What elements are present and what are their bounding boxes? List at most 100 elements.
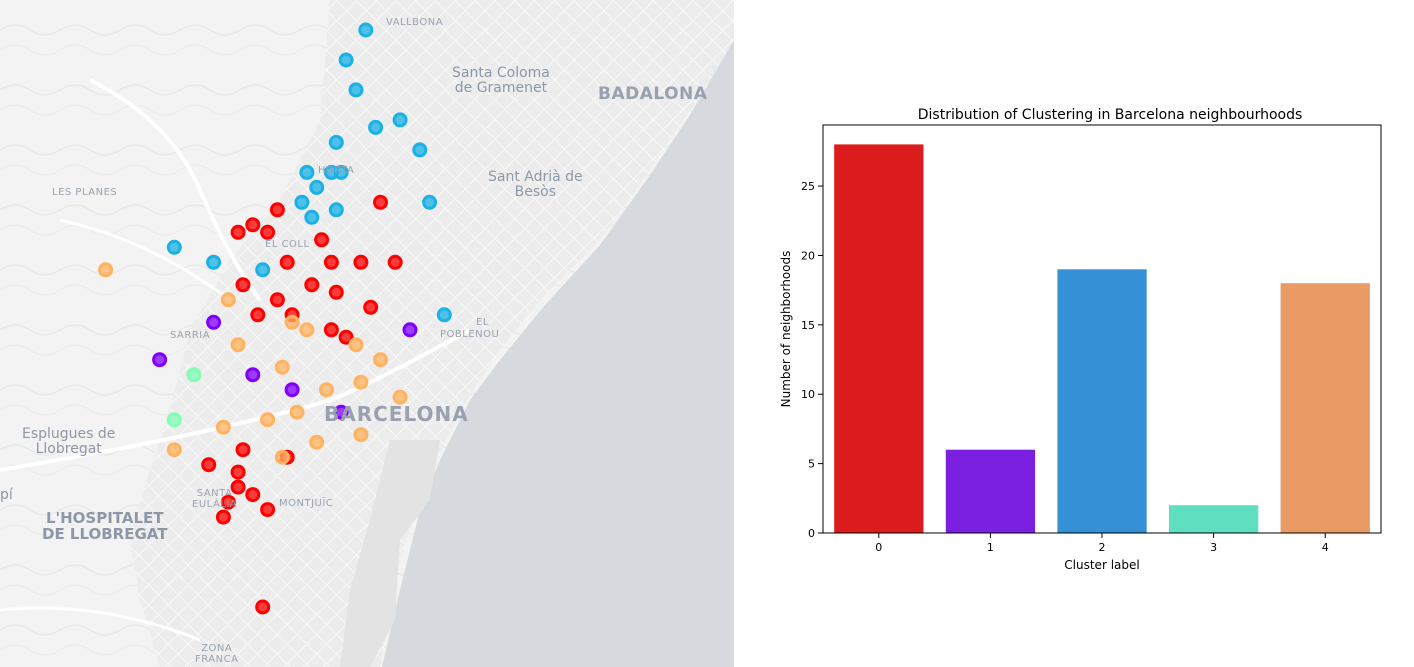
y-tick-label: 10 [801,388,815,401]
map-marker-cluster-4[interactable] [392,389,408,405]
map-marker-cluster-4[interactable] [215,419,231,435]
map-label-el-coll: EL COLL [265,239,310,250]
map-marker-cluster-2[interactable] [166,239,182,255]
map-marker-cluster-0[interactable] [260,502,276,518]
map-marker-cluster-4[interactable] [220,292,236,308]
map-marker-cluster-4[interactable] [274,449,290,465]
x-tick-label: 0 [875,541,882,554]
map-marker-cluster-4[interactable] [373,352,388,368]
map-marker-cluster-1[interactable] [333,404,349,420]
map-marker-cluster-0[interactable] [304,277,320,293]
map-marker-cluster-3[interactable] [166,412,182,428]
map-marker-cluster-0[interactable] [235,442,251,458]
map-marker-cluster-4[interactable] [348,337,364,353]
map-marker-cluster-2[interactable] [422,194,438,210]
map-marker-cluster-2[interactable] [206,254,222,270]
map-marker-cluster-4[interactable] [353,427,369,443]
x-tick-label: 1 [987,541,994,554]
map-marker-cluster-0[interactable] [245,487,261,503]
map-marker-cluster-0[interactable] [323,322,339,338]
map-marker-cluster-0[interactable] [314,232,330,248]
urban-area [130,0,734,667]
map-marker-cluster-4[interactable] [353,374,369,390]
map-marker-cluster-0[interactable] [363,299,379,315]
map-marker-cluster-0[interactable] [220,494,236,510]
map-label-montjuic: MONTJUÏC [279,498,334,509]
map-label-les-planes: LES PLANES [52,187,118,198]
map-label-sant-adria: Sant Adrià de Besòs [488,169,583,200]
map-marker-cluster-0[interactable] [373,194,388,210]
map-marker-cluster-0[interactable] [323,254,339,270]
map-marker-cluster-2[interactable] [304,209,320,225]
map-marker-cluster-4[interactable] [309,434,325,450]
map-marker-cluster-2[interactable] [392,112,408,128]
map-marker-cluster-0[interactable] [260,224,276,240]
map-marker-cluster-2[interactable] [368,119,384,135]
map-marker-cluster-4[interactable] [319,382,334,398]
bar-cluster-2 [1057,269,1147,533]
map-marker-cluster-4[interactable] [289,404,305,420]
map-marker-cluster-0[interactable] [269,202,285,218]
sea-area [382,40,734,667]
map-marker-cluster-0[interactable] [279,254,295,270]
map-marker-cluster-4[interactable] [260,412,276,428]
map-marker-cluster-2[interactable] [358,22,374,38]
map-marker-cluster-0[interactable] [338,329,354,345]
map-marker-cluster-0[interactable] [387,254,403,270]
cluster-map[interactable]: VALLBONA Santa Coloma de Gramenet BADALO… [0,0,734,667]
map-marker-cluster-4[interactable] [166,442,182,458]
map-marker-cluster-0[interactable] [215,509,231,525]
map-marker-cluster-3[interactable] [186,367,202,383]
map-marker-cluster-4[interactable] [284,314,300,330]
map-marker-cluster-0[interactable] [255,599,271,615]
map-label-poblenou: POBLENOU [440,329,500,340]
bar-cluster-1 [945,449,1036,533]
map-marker-cluster-1[interactable] [245,367,261,383]
map-basemap [0,0,734,667]
map-marker-cluster-0[interactable] [250,307,266,323]
map-marker-cluster-1[interactable] [206,314,222,330]
map-marker-cluster-0[interactable] [353,254,369,270]
map-marker-cluster-0[interactable] [235,277,251,293]
map-label-zona-franca: ZONA FRANCA [195,643,239,665]
map-marker-cluster-0[interactable] [230,224,246,240]
map-marker-cluster-2[interactable] [328,134,344,150]
map-marker-cluster-0[interactable] [328,284,344,300]
map-marker-cluster-2[interactable] [412,142,428,158]
map-marker-cluster-0[interactable] [230,464,246,480]
map-marker-cluster-0[interactable] [201,457,217,473]
y-tick-label: 25 [801,180,815,193]
map-label-horta: HORTA [318,165,355,176]
map-marker-cluster-2[interactable] [333,164,349,180]
map-label-el: EL [476,317,489,328]
map-marker-cluster-2[interactable] [255,262,271,278]
bar-chart-svg: Distribution of Clustering in Barcelona … [779,107,1382,572]
bar-cluster-0 [834,144,924,533]
map-label-hospitalet: L'HOSPITALET DE LLOBREGAT [42,509,168,543]
map-marker-cluster-2[interactable] [309,179,325,195]
map-marker-cluster-2[interactable] [348,82,364,98]
map-marker-cluster-2[interactable] [294,194,310,210]
map-marker-cluster-2[interactable] [299,164,315,180]
y-tick-label: 0 [808,527,815,540]
map-marker-cluster-4[interactable] [299,322,315,338]
map-marker-cluster-1[interactable] [152,352,168,368]
map-marker-cluster-4[interactable] [230,337,246,353]
plot-frame [822,124,1382,534]
port-area [340,440,440,667]
x-tick-label: 3 [1210,541,1217,554]
y-tick-label: 15 [801,319,815,332]
map-marker-cluster-2[interactable] [328,202,344,218]
map-marker-cluster-1[interactable] [284,382,300,398]
map-marker-cluster-4[interactable] [98,262,114,278]
map-marker-cluster-4[interactable] [274,359,290,375]
map-marker-cluster-1[interactable] [402,322,418,338]
bar-cluster-3 [1169,505,1259,533]
map-marker-cluster-2[interactable] [436,307,452,323]
map-marker-cluster-0[interactable] [245,217,261,233]
map-marker-cluster-2[interactable] [338,52,354,68]
map-marker-cluster-0[interactable] [269,292,285,308]
map-label-esplugues: Esplugues de Llobregat [22,426,116,457]
x-tick-label: 2 [1099,541,1106,554]
map-marker-cluster-0[interactable] [230,479,246,495]
